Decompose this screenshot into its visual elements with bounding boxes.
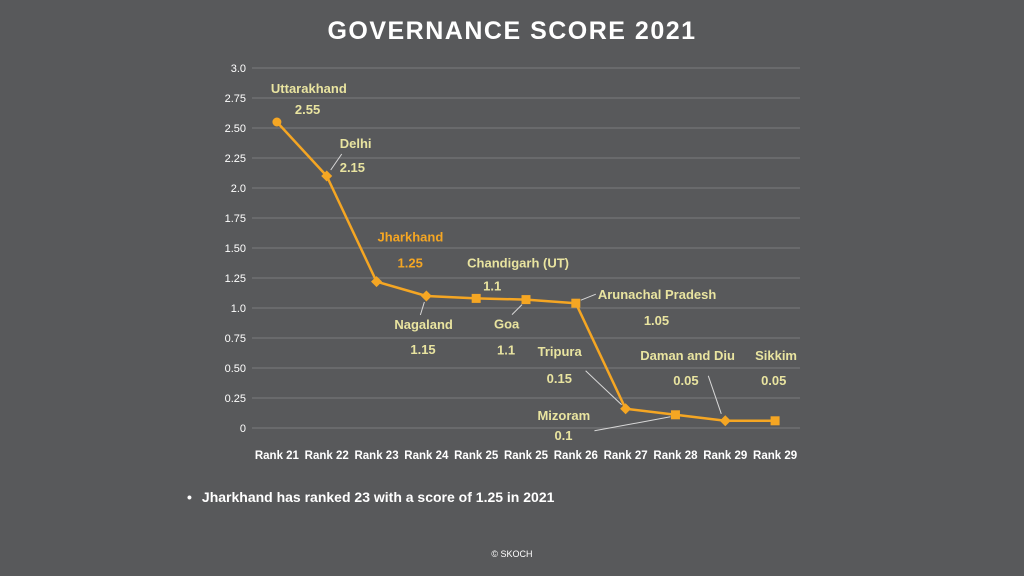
point-name-label: Nagaland (394, 317, 453, 332)
point-name-label: Chandigarh (UT) (467, 255, 569, 270)
point-value-label: 1.1 (483, 278, 501, 293)
data-point (620, 403, 632, 415)
bullet-dot: • (187, 489, 192, 505)
y-tick-label: 0.75 (225, 333, 246, 345)
point-value-label: 0.15 (547, 371, 572, 386)
data-point (719, 415, 731, 427)
point-name-label: Goa (494, 317, 520, 332)
point-value-label: 1.25 (398, 256, 423, 271)
y-tick-label: 2.75 (225, 93, 246, 105)
y-tick-label: 1.50 (225, 243, 246, 255)
point-value-label: 0.1 (554, 428, 572, 443)
copyright-note: © SKOCH (491, 549, 533, 559)
point-name-label: Daman and Diu (640, 348, 735, 363)
chart-title: GOVERNANCE SCORE 2021 (327, 17, 697, 45)
data-point (272, 117, 282, 127)
x-tick-label: Rank 28 (653, 450, 698, 462)
summary-text: Jharkhand has ranked 23 with a score of … (201, 489, 555, 505)
data-point (371, 276, 383, 288)
data-point (321, 170, 333, 182)
point-value-label: 1.05 (644, 313, 669, 328)
point-name-label: Tripura (538, 344, 583, 359)
leader-line (580, 293, 597, 301)
x-tick-label: Rank 29 (753, 450, 797, 462)
leader-line (511, 304, 523, 315)
data-point (521, 295, 531, 305)
point-value-label: 0.05 (673, 373, 698, 388)
y-tick-label: 2.0 (231, 183, 246, 195)
x-tick-label: Rank 24 (404, 450, 449, 462)
x-tick-label: Rank 21 (255, 450, 300, 462)
data-point (420, 290, 432, 302)
y-tick-label: 1.0 (231, 303, 246, 315)
point-name-label: Sikkim (755, 348, 797, 363)
point-value-label: 1.1 (497, 343, 515, 358)
data-point (770, 416, 780, 426)
leader-line (330, 153, 343, 171)
leader-line (594, 416, 671, 432)
data-point (571, 298, 581, 308)
summary-bullet: • Jharkhand has ranked 23 with a score of… (187, 489, 554, 505)
x-tick-label: Rank 23 (354, 450, 398, 462)
y-tick-label: 0 (240, 423, 246, 435)
leader-line (419, 301, 425, 316)
point-value-label: 2.15 (340, 160, 365, 175)
x-tick-label: Rank 29 (703, 450, 747, 462)
point-name-label: Arunachal Pradesh (598, 287, 717, 302)
point-value-label: 2.55 (295, 102, 320, 117)
x-tick-label: Rank 25 (454, 450, 499, 462)
x-tick-label: Rank 26 (554, 450, 598, 462)
point-value-label: 0.05 (761, 373, 786, 388)
y-tick-label: 2.25 (225, 153, 246, 165)
leader-line (585, 370, 622, 406)
point-name-label: Jharkhand (378, 230, 444, 245)
point-name-label: Uttarakhand (271, 81, 347, 96)
x-tick-label: Rank 27 (604, 450, 648, 462)
y-tick-label: 0.25 (225, 393, 246, 405)
data-point (670, 410, 680, 420)
y-tick-label: 1.75 (225, 213, 246, 225)
point-value-label: 1.15 (410, 342, 435, 357)
y-tick-label: 1.25 (225, 273, 246, 285)
x-tick-label: Rank 25 (504, 450, 549, 462)
y-tick-label: 2.50 (225, 123, 246, 135)
point-name-label: Delhi (340, 136, 372, 151)
y-tick-label: 3.0 (231, 63, 246, 75)
data-point (471, 293, 481, 303)
point-name-label: Mizoram (537, 408, 590, 423)
leader-line (707, 375, 722, 414)
x-tick-label: Rank 22 (305, 450, 349, 462)
y-tick-label: 0.50 (225, 363, 246, 375)
